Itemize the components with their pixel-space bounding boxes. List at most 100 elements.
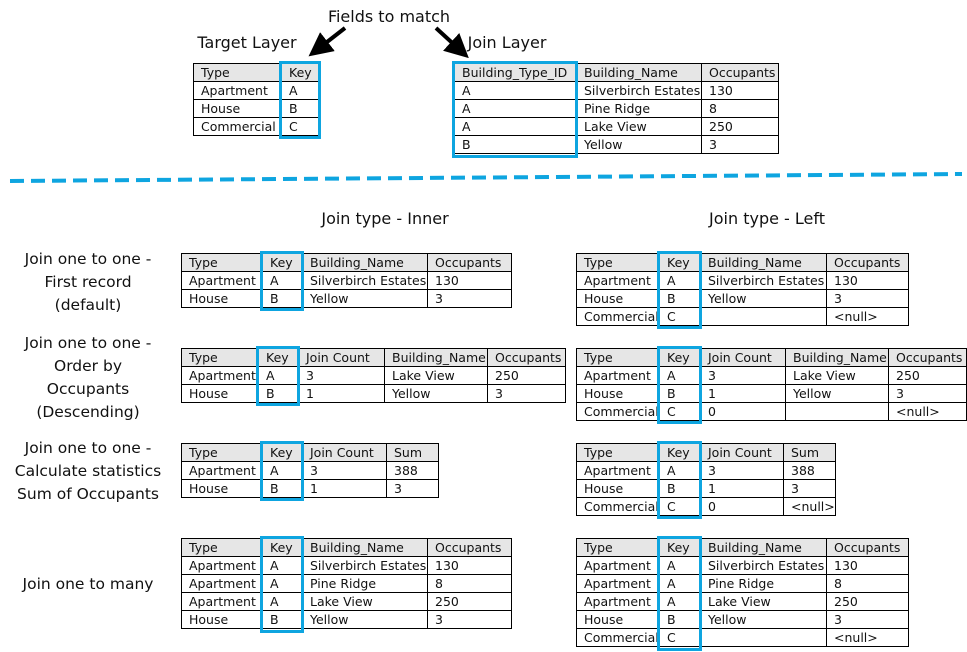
- table-cell: Yellow: [302, 610, 428, 629]
- table-left4: Type Key Building_Name Occupants Apartment A S…: [576, 538, 909, 647]
- column-header: Building_Type_ID: [454, 63, 577, 82]
- column-header: Building_Name: [302, 538, 428, 557]
- table-cell: A: [281, 81, 320, 100]
- column-header: Join Count: [298, 348, 385, 367]
- table-cell: 3: [826, 289, 909, 308]
- table-cell: House: [181, 479, 263, 498]
- table-cell: 0: [700, 402, 786, 421]
- column-header: Occupants: [888, 348, 967, 367]
- column-header: Building_Name: [700, 253, 827, 272]
- table-cell: 130: [427, 556, 512, 575]
- table-target: Type Key Apartment A House B Commercial C: [193, 63, 320, 136]
- table-cell: A: [659, 271, 701, 290]
- row-label-one-to-many: Join one to many: [22, 575, 154, 593]
- table-cell: Lake View: [785, 366, 889, 385]
- table-cell: A: [262, 556, 303, 575]
- table-cell: C: [659, 628, 701, 647]
- table-row: House B Yellow 3: [181, 289, 512, 308]
- table-cell: 388: [783, 461, 836, 480]
- table-left2: Type Key Join Count Building_Name Occupants A…: [576, 348, 967, 421]
- column-header: Type: [576, 253, 660, 272]
- table-cell: B: [659, 384, 701, 403]
- column-header: Building_Name: [700, 538, 827, 557]
- table-cell: 3: [386, 479, 439, 498]
- column-header: Occupants: [427, 253, 512, 272]
- table-cell: Lake View: [302, 592, 428, 611]
- table-cell: Apartment: [576, 366, 660, 385]
- table-header-row: Type Key Join Count Building_Name Occupants: [576, 348, 967, 367]
- table-cell: A: [258, 366, 299, 385]
- table-cell: C: [659, 307, 701, 326]
- table-cell: [785, 402, 889, 421]
- column-header: Type: [576, 348, 660, 367]
- table-cell: Lake View: [576, 117, 702, 136]
- column-header: Type: [181, 443, 263, 462]
- table-row: Apartment A Silverbirch Estates 130: [181, 556, 512, 575]
- table-cell: A: [659, 366, 701, 385]
- table-header-row: Type Key: [193, 63, 320, 82]
- table-row: House B 1 Yellow 3: [576, 384, 967, 403]
- table-cell: Silverbirch Estates: [302, 271, 428, 290]
- table-cell: <null>: [783, 497, 836, 516]
- table-cell: Silverbirch Estates: [576, 81, 702, 100]
- table-cell: Yellow: [700, 610, 827, 629]
- table-inner3: Type Key Join Count Sum Apartment A 3 388 House B…: [181, 443, 439, 498]
- table-cell: A: [454, 99, 577, 118]
- table-cell: Apartment: [576, 271, 660, 290]
- join-layer-title: Join Layer: [467, 33, 547, 52]
- table-cell: A: [262, 574, 303, 593]
- table-row: House B 1 Yellow 3: [181, 384, 566, 403]
- table-row: House B 1 3: [181, 479, 439, 498]
- table-row: House B Yellow 3: [576, 610, 909, 629]
- table-cell: 388: [386, 461, 439, 480]
- table-cell: Silverbirch Estates: [700, 271, 827, 290]
- table-cell: Yellow: [302, 289, 428, 308]
- table-row: House B Yellow 3: [181, 610, 512, 629]
- table-row: Apartment A Silverbirch Estates 130: [181, 271, 512, 290]
- column-header: Key: [659, 348, 701, 367]
- table-row: Commercial C 0 <null>: [576, 402, 967, 421]
- column-header: Building_Name: [302, 253, 428, 272]
- table-header-row: Type Key Building_Name Occupants: [181, 253, 512, 272]
- table-cell: B: [281, 99, 320, 118]
- table-cell: Lake View: [700, 592, 827, 611]
- table-cell: 130: [701, 81, 779, 100]
- table-row: Apartment A Lake View 250: [181, 592, 512, 611]
- column-header: Type: [181, 538, 263, 557]
- table-cell: Apartment: [181, 271, 263, 290]
- table-cell: 3: [700, 366, 786, 385]
- table-cell: B: [262, 289, 303, 308]
- table-cell: 3: [701, 135, 779, 154]
- left-join-header: Join type - Left: [709, 209, 825, 228]
- table-cell: 130: [826, 556, 909, 575]
- table-cell: 3: [298, 366, 385, 385]
- table-header-row: Type Key Join Count Sum: [181, 443, 439, 462]
- table-cell: Apartment: [576, 592, 660, 611]
- table-cell: B: [659, 289, 701, 308]
- table-cell: B: [262, 479, 303, 498]
- table-cell: C: [659, 402, 701, 421]
- table-cell: House: [193, 99, 282, 118]
- table-cell: Commercial: [576, 628, 660, 647]
- table-row: A Lake View 250: [454, 117, 779, 136]
- table-cell: 1: [700, 384, 786, 403]
- table-cell: Apartment: [576, 461, 660, 480]
- table-left1: Type Key Building_Name Occupants Apartment A S…: [576, 253, 909, 326]
- table-cell: A: [262, 592, 303, 611]
- table-cell: A: [659, 461, 701, 480]
- table-cell: Pine Ridge: [302, 574, 428, 593]
- table-cell: 3: [700, 461, 784, 480]
- column-header: Key: [262, 538, 303, 557]
- table-header-row: Type Key Building_Name Occupants: [576, 253, 909, 272]
- column-header: Key: [262, 253, 303, 272]
- table-row: Apartment A 3 Lake View 250: [181, 366, 566, 385]
- table-cell: [700, 307, 827, 326]
- table-cell: A: [454, 81, 577, 100]
- table-inner4: Type Key Building_Name Occupants Apartment A S…: [181, 538, 512, 629]
- table-cell: Apartment: [181, 592, 263, 611]
- arrow-to-key-icon: [308, 26, 347, 57]
- table-cell: C: [659, 497, 701, 516]
- column-header: Building_Name: [576, 63, 702, 82]
- table-cell: House: [576, 384, 660, 403]
- table-cell: A: [659, 574, 701, 593]
